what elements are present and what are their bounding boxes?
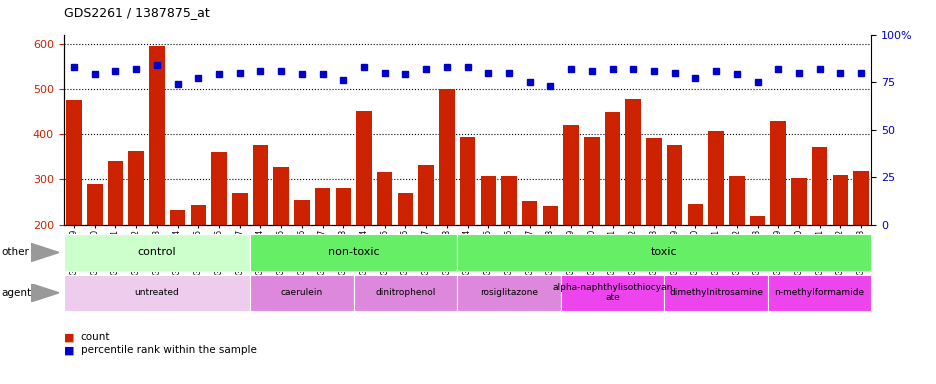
Bar — [128, 151, 144, 315]
Bar — [87, 184, 102, 315]
Text: control: control — [138, 247, 176, 258]
Bar — [769, 121, 785, 315]
Bar — [108, 161, 124, 315]
Bar — [66, 100, 81, 315]
Text: untreated: untreated — [135, 288, 179, 297]
Bar — [687, 204, 702, 315]
Text: caerulein: caerulein — [281, 288, 323, 297]
Text: alpha-naphthylisothiocyan
ate: alpha-naphthylisothiocyan ate — [551, 283, 672, 303]
Text: agent: agent — [2, 288, 32, 298]
Bar — [460, 137, 475, 315]
Bar — [832, 175, 847, 315]
Bar — [604, 112, 620, 315]
Bar — [646, 138, 661, 315]
Bar — [211, 152, 227, 315]
Bar — [356, 111, 372, 315]
Bar — [749, 215, 765, 315]
Bar — [418, 165, 433, 315]
Text: other: other — [2, 247, 30, 258]
Bar — [314, 189, 330, 315]
Bar — [501, 176, 516, 315]
Bar — [708, 131, 724, 315]
Bar — [666, 145, 681, 315]
Text: ■: ■ — [64, 332, 74, 342]
Text: toxic: toxic — [651, 247, 677, 258]
Text: ■: ■ — [64, 345, 74, 355]
Bar — [542, 206, 558, 315]
Text: dinitrophenol: dinitrophenol — [374, 288, 435, 297]
Text: non-toxic: non-toxic — [328, 247, 379, 258]
Bar — [253, 146, 268, 315]
Bar — [294, 200, 309, 315]
Bar — [625, 99, 640, 315]
Bar — [232, 193, 247, 315]
Bar — [811, 147, 826, 315]
Text: n-methylformamide: n-methylformamide — [774, 288, 864, 297]
Bar — [169, 210, 185, 315]
Bar — [190, 205, 206, 315]
Bar — [149, 46, 165, 315]
Bar — [439, 89, 454, 315]
Polygon shape — [31, 243, 59, 262]
Bar — [397, 193, 413, 315]
Bar — [273, 167, 288, 315]
Bar — [583, 137, 599, 315]
Text: GDS2261 / 1387875_at: GDS2261 / 1387875_at — [64, 6, 210, 19]
Text: count: count — [80, 332, 110, 342]
Bar — [480, 176, 495, 315]
Bar — [521, 201, 537, 315]
Text: rosiglitazone: rosiglitazone — [479, 288, 537, 297]
Bar — [728, 176, 744, 315]
Bar — [376, 172, 392, 315]
Bar — [335, 189, 351, 315]
Bar — [853, 171, 868, 315]
Bar — [563, 125, 578, 315]
Polygon shape — [31, 284, 59, 302]
Text: percentile rank within the sample: percentile rank within the sample — [80, 345, 256, 355]
Text: dimethylnitrosamine: dimethylnitrosamine — [668, 288, 762, 297]
Bar — [790, 177, 806, 315]
